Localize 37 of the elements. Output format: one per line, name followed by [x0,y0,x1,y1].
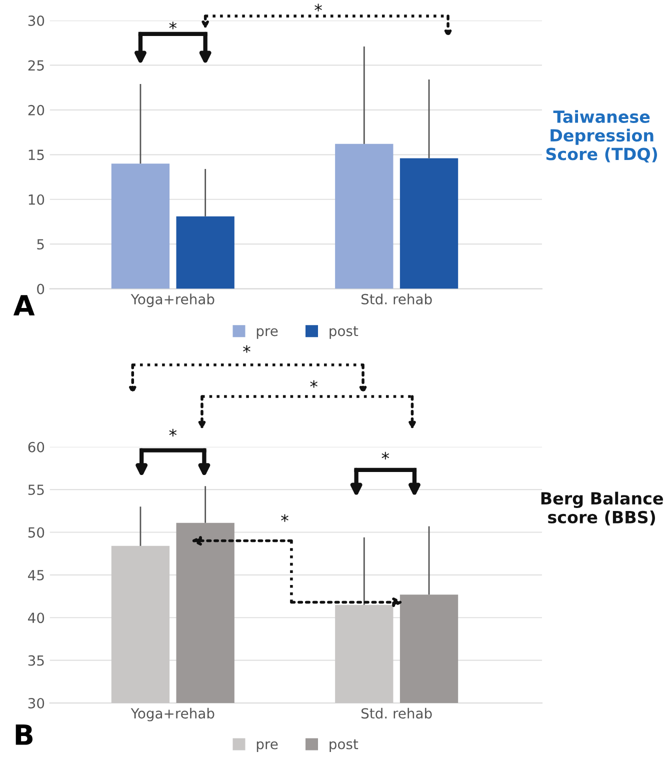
y-tick-label: 25 [28,60,44,71]
legend-label: pre [256,328,278,339]
y-tick-label: 20 [28,104,44,116]
legend-label: post [330,739,358,752]
y-tick-label: 40 [28,612,44,624]
y-tick-label: 60 [28,442,44,452]
y-tick-label: 15 [28,150,44,160]
annotation: * [169,22,177,30]
y-tick-label: 35 [28,655,44,666]
y-tick-label: 30 [28,15,44,26]
x-tick-label: Std. rehab [362,708,432,719]
y-tick-label: 30 [28,698,44,708]
x-tick-label: Yoga+rehab [130,708,214,722]
annotation: * [382,452,390,460]
y-tick-label: 50 [28,527,44,538]
bar [335,144,394,289]
annotation: * [281,514,288,522]
x-tick-label: Yoga+rehab [130,294,214,308]
bar [111,164,170,289]
y-axis-title: Berg Balance score (BBS) [541,492,663,526]
y-tick-label: 5 [37,239,44,250]
legend-label: post [330,326,358,339]
y-axis-title: Taiwanese Depression Score (TDQ) [546,110,658,162]
text: B [16,724,33,745]
text: A [13,295,35,316]
x-tick-label: Std. rehab [362,294,432,304]
text: * [169,428,177,436]
bar [176,216,234,289]
y-tick-label: 10 [28,194,44,205]
legend-label: pre [256,741,278,752]
bar [400,158,458,289]
text: * [314,4,322,12]
y-tick-label: 55 [28,484,44,496]
text: * [310,380,318,388]
text: * [243,345,250,353]
y-tick-label: 0 [37,284,44,294]
y-tick-label: 45 [28,570,44,580]
